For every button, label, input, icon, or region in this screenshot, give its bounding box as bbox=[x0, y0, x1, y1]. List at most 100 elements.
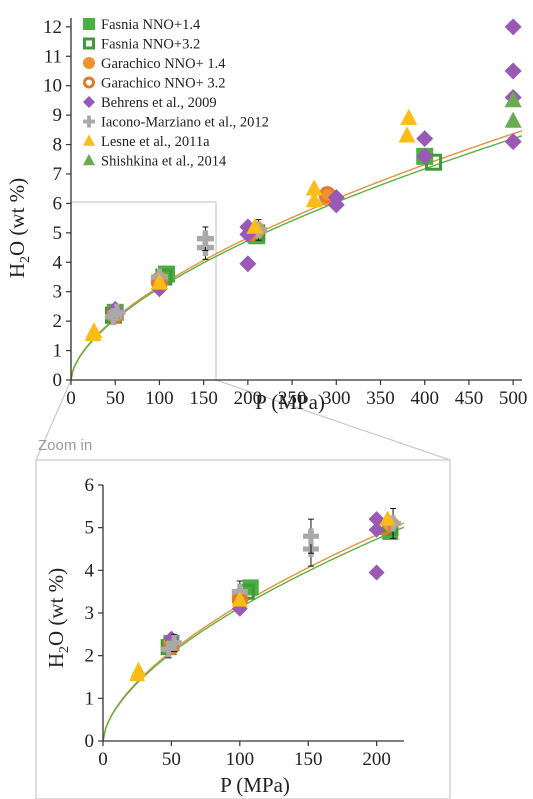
data-point bbox=[416, 147, 434, 165]
legend-label: Garachico NNO+ 3.2 bbox=[101, 76, 226, 92]
fit-curve-1 bbox=[70, 130, 523, 381]
y-tick-label: 8 bbox=[53, 135, 63, 156]
data-point bbox=[246, 217, 264, 234]
y-tick-label: 6 bbox=[53, 193, 63, 214]
legend-marker bbox=[83, 18, 95, 30]
data-point bbox=[368, 521, 385, 538]
legend-label: Behrens et al., 2009 bbox=[101, 95, 217, 111]
y-tick-label: 10 bbox=[43, 76, 62, 97]
y-tick-label: 3 bbox=[85, 603, 95, 624]
y-tick-label: 5 bbox=[85, 518, 95, 539]
data-point bbox=[400, 108, 418, 125]
legend: Fasnia NNO+1.4 Fasnia NNO+3.2 Garachico NN… bbox=[83, 17, 269, 170]
data-point bbox=[398, 126, 416, 143]
y-tick-label: 7 bbox=[53, 164, 63, 185]
main-x-axis-label: P (MPa) bbox=[255, 390, 325, 414]
y-tick-label: 0 bbox=[53, 370, 63, 391]
y-tick-label: 12 bbox=[43, 17, 62, 38]
y-tick-label: 6 bbox=[85, 475, 95, 496]
x-tick-label: 100 bbox=[145, 388, 174, 409]
x-tick-label: 0 bbox=[98, 749, 108, 770]
main-x-ticks: 0 50 100 150 200 250 300 350 400 450 500 bbox=[66, 380, 527, 409]
y-tick-label: 1 bbox=[85, 688, 95, 709]
legend-label: Fasnia NNO+1.4 bbox=[101, 17, 201, 33]
zoom-x-ticks: 0 50 100 150 200 bbox=[98, 741, 391, 770]
zoom-connector-left bbox=[35, 379, 72, 461]
main-chart: 0 50 100 150 200 250 300 350 400 450 500 012345678… bbox=[5, 17, 527, 414]
data-point bbox=[504, 18, 522, 36]
x-tick-label: 450 bbox=[455, 388, 484, 409]
data-point bbox=[504, 62, 522, 80]
fit-curve-1 bbox=[102, 522, 405, 742]
y-tick-label: 5 bbox=[53, 223, 63, 244]
y-tick-label: 3 bbox=[53, 282, 63, 303]
data-point bbox=[302, 528, 319, 545]
zoom-data-points bbox=[129, 507, 402, 682]
data-point bbox=[305, 191, 323, 208]
legend-marker bbox=[83, 76, 95, 89]
legend-label: Iacono-Marziano et al., 2012 bbox=[101, 115, 269, 131]
data-point bbox=[166, 634, 183, 651]
data-point bbox=[504, 133, 522, 151]
data-point bbox=[150, 273, 168, 290]
zoom-fit-curves bbox=[102, 522, 405, 742]
fit-curve-2 bbox=[70, 135, 523, 381]
zoom-x-axis-label: P (MPa) bbox=[220, 773, 290, 797]
y-tick-label: 4 bbox=[85, 560, 95, 581]
data-point bbox=[160, 641, 177, 658]
legend-marker bbox=[83, 153, 95, 166]
legend-marker bbox=[83, 37, 95, 50]
legend-marker bbox=[83, 57, 95, 69]
data-point bbox=[368, 511, 385, 528]
legend-label: Shishkina et al., 2014 bbox=[101, 154, 227, 170]
y-tick-label: 1 bbox=[53, 341, 63, 362]
data-point bbox=[504, 111, 522, 128]
y-tick-label: 2 bbox=[85, 646, 95, 667]
x-tick-label: 50 bbox=[162, 749, 181, 770]
x-tick-label: 150 bbox=[294, 749, 323, 770]
x-tick-label: 400 bbox=[410, 388, 439, 409]
y-tick-label: 9 bbox=[53, 105, 63, 126]
data-point bbox=[504, 91, 522, 108]
data-point bbox=[239, 255, 257, 273]
data-point bbox=[368, 564, 385, 581]
x-tick-label: 500 bbox=[499, 388, 528, 409]
data-point bbox=[231, 591, 248, 607]
legend-label: Lesne et al., 2011a bbox=[101, 134, 210, 150]
y-tick-label: 4 bbox=[53, 252, 63, 273]
zoom-connector-right bbox=[215, 379, 451, 461]
main-y-axis-label: H2O (wt %) bbox=[5, 178, 33, 278]
x-tick-label: 200 bbox=[234, 388, 263, 409]
legend-label: Fasnia NNO+3.2 bbox=[101, 37, 200, 53]
x-tick-label: 100 bbox=[226, 749, 255, 770]
x-tick-label: 200 bbox=[362, 749, 391, 770]
data-point bbox=[104, 308, 122, 326]
x-tick-label: 50 bbox=[106, 388, 125, 409]
fit-curve-2 bbox=[102, 526, 405, 742]
y-tick-label: 2 bbox=[53, 311, 63, 332]
zoom-region-box bbox=[70, 201, 217, 381]
zoom-y-axis-label: H2O (wt %) bbox=[44, 568, 72, 668]
data-point bbox=[85, 322, 103, 339]
main-fit-curves bbox=[70, 130, 523, 381]
data-point bbox=[305, 179, 323, 196]
data-point bbox=[416, 130, 434, 148]
zoom-panel-frame bbox=[35, 459, 451, 799]
main-data-points bbox=[84, 18, 522, 342]
legend-marker bbox=[83, 134, 95, 146]
x-tick-label: 150 bbox=[189, 388, 218, 409]
y-tick-label: 11 bbox=[44, 46, 62, 67]
x-tick-label: 250 bbox=[278, 388, 307, 409]
data-point bbox=[108, 303, 126, 321]
data-point bbox=[130, 661, 147, 677]
data-point bbox=[379, 510, 396, 526]
x-tick-label: 350 bbox=[366, 388, 395, 409]
legend-marker bbox=[83, 115, 95, 128]
zoom-label: Zoom in bbox=[38, 437, 92, 454]
x-tick-label: 0 bbox=[66, 388, 76, 409]
legend-label: Garachico NNO+ 1.4 bbox=[101, 56, 226, 72]
zoom-chart: 0 50 100 150 200 0 1 2 3 4 5 6 P (MPa) H2O (wt %) bbox=[44, 475, 405, 797]
x-tick-label: 300 bbox=[322, 388, 351, 409]
